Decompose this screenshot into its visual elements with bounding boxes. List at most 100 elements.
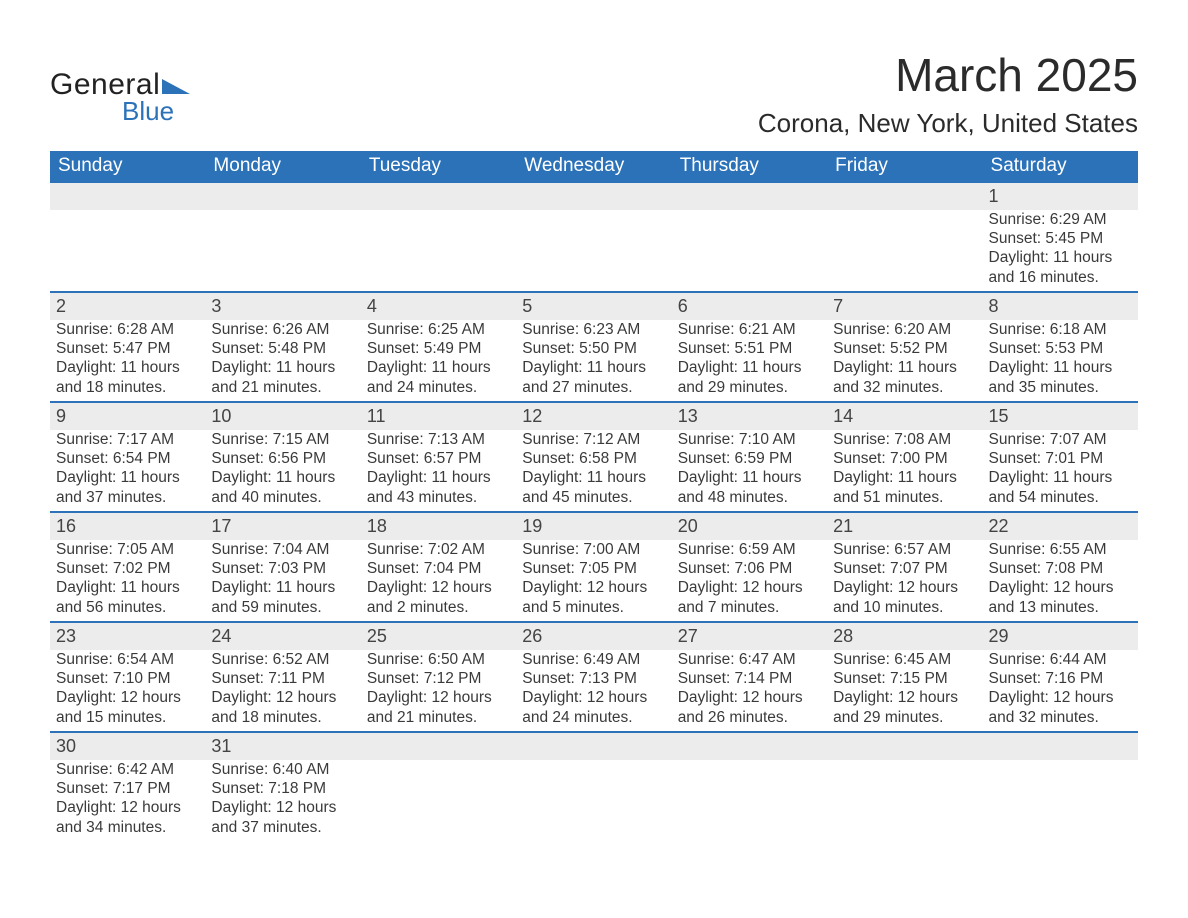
header: General Blue March 2025 Corona, New York…	[50, 48, 1138, 139]
daylight-line1: Daylight: 11 hours	[211, 358, 354, 377]
day-detail-row: Sunrise: 7:05 AMSunset: 7:02 PMDaylight:…	[50, 540, 1138, 623]
day-cell: Sunrise: 6:59 AMSunset: 7:06 PMDaylight:…	[672, 540, 827, 623]
day-cell: Sunrise: 6:47 AMSunset: 7:14 PMDaylight:…	[672, 650, 827, 733]
sunrise: Sunrise: 7:05 AM	[56, 540, 199, 559]
daylight-line1: Daylight: 11 hours	[678, 358, 821, 377]
daylight-line1: Daylight: 11 hours	[56, 578, 199, 597]
sunrise: Sunrise: 6:55 AM	[989, 540, 1132, 559]
day-cell	[827, 760, 982, 842]
day-number: 2	[50, 292, 205, 320]
day-detail-row: Sunrise: 6:29 AMSunset: 5:45 PMDaylight:…	[50, 210, 1138, 293]
sunset: Sunset: 5:45 PM	[989, 229, 1132, 248]
daylight-line2: and 43 minutes.	[367, 488, 510, 507]
daylight-line1: Daylight: 12 hours	[367, 578, 510, 597]
daylight-line2: and 56 minutes.	[56, 598, 199, 617]
sunrise: Sunrise: 6:59 AM	[678, 540, 821, 559]
day-header: Wednesday	[516, 151, 671, 183]
sunrise: Sunrise: 6:42 AM	[56, 760, 199, 779]
day-number: 19	[516, 512, 671, 540]
daylight-line2: and 21 minutes.	[211, 378, 354, 397]
daylight-line1: Daylight: 12 hours	[56, 798, 199, 817]
sunset: Sunset: 5:53 PM	[989, 339, 1132, 358]
daylight-line2: and 10 minutes.	[833, 598, 976, 617]
sunset: Sunset: 6:58 PM	[522, 449, 665, 468]
sunset: Sunset: 6:56 PM	[211, 449, 354, 468]
day-number-row: 23242526272829	[50, 622, 1138, 650]
sunrise: Sunrise: 7:00 AM	[522, 540, 665, 559]
sunset: Sunset: 5:52 PM	[833, 339, 976, 358]
daylight-line2: and 48 minutes.	[678, 488, 821, 507]
day-number-row: 1	[50, 183, 1138, 210]
sunset: Sunset: 7:02 PM	[56, 559, 199, 578]
day-number-row: 16171819202122	[50, 512, 1138, 540]
calendar-table: SundayMondayTuesdayWednesdayThursdayFrid…	[50, 151, 1138, 841]
sunrise: Sunrise: 6:50 AM	[367, 650, 510, 669]
day-cell: Sunrise: 7:15 AMSunset: 6:56 PMDaylight:…	[205, 430, 360, 513]
day-cell: Sunrise: 7:05 AMSunset: 7:02 PMDaylight:…	[50, 540, 205, 623]
daylight-line1: Daylight: 11 hours	[989, 468, 1132, 487]
day-number	[827, 732, 982, 760]
daylight-line1: Daylight: 12 hours	[833, 578, 976, 597]
sunrise: Sunrise: 6:45 AM	[833, 650, 976, 669]
day-cell: Sunrise: 6:44 AMSunset: 7:16 PMDaylight:…	[983, 650, 1138, 733]
sunrise: Sunrise: 6:23 AM	[522, 320, 665, 339]
day-number: 18	[361, 512, 516, 540]
day-number	[983, 732, 1138, 760]
daylight-line2: and 59 minutes.	[211, 598, 354, 617]
day-number-row: 9101112131415	[50, 402, 1138, 430]
sunset: Sunset: 7:18 PM	[211, 779, 354, 798]
sunrise: Sunrise: 7:02 AM	[367, 540, 510, 559]
daylight-line1: Daylight: 11 hours	[522, 468, 665, 487]
title-block: March 2025 Corona, New York, United Stat…	[758, 48, 1138, 139]
day-header: Monday	[205, 151, 360, 183]
sunset: Sunset: 7:00 PM	[833, 449, 976, 468]
sunrise: Sunrise: 7:13 AM	[367, 430, 510, 449]
day-number: 1	[983, 183, 1138, 210]
daylight-line2: and 24 minutes.	[367, 378, 510, 397]
day-number: 25	[361, 622, 516, 650]
day-number	[205, 183, 360, 210]
sunrise: Sunrise: 6:52 AM	[211, 650, 354, 669]
sunrise: Sunrise: 6:47 AM	[678, 650, 821, 669]
day-number: 7	[827, 292, 982, 320]
day-cell: Sunrise: 6:25 AMSunset: 5:49 PMDaylight:…	[361, 320, 516, 403]
sunset: Sunset: 5:51 PM	[678, 339, 821, 358]
daylight-line1: Daylight: 12 hours	[989, 688, 1132, 707]
month-title: March 2025	[758, 48, 1138, 102]
day-cell: Sunrise: 6:49 AMSunset: 7:13 PMDaylight:…	[516, 650, 671, 733]
day-number: 29	[983, 622, 1138, 650]
day-number: 31	[205, 732, 360, 760]
day-cell: Sunrise: 6:28 AMSunset: 5:47 PMDaylight:…	[50, 320, 205, 403]
day-number-row: 3031	[50, 732, 1138, 760]
day-number	[827, 183, 982, 210]
day-cell: Sunrise: 6:21 AMSunset: 5:51 PMDaylight:…	[672, 320, 827, 403]
sunset: Sunset: 5:49 PM	[367, 339, 510, 358]
day-cell: Sunrise: 7:10 AMSunset: 6:59 PMDaylight:…	[672, 430, 827, 513]
sunrise: Sunrise: 6:49 AM	[522, 650, 665, 669]
sunrise: Sunrise: 6:25 AM	[367, 320, 510, 339]
location: Corona, New York, United States	[758, 108, 1138, 139]
day-number	[516, 183, 671, 210]
daylight-line2: and 27 minutes.	[522, 378, 665, 397]
sunset: Sunset: 7:17 PM	[56, 779, 199, 798]
day-header: Sunday	[50, 151, 205, 183]
sunrise: Sunrise: 6:54 AM	[56, 650, 199, 669]
sunrise: Sunrise: 6:20 AM	[833, 320, 976, 339]
sunset: Sunset: 7:08 PM	[989, 559, 1132, 578]
sunrise: Sunrise: 7:15 AM	[211, 430, 354, 449]
sunrise: Sunrise: 6:40 AM	[211, 760, 354, 779]
day-number: 5	[516, 292, 671, 320]
day-number: 13	[672, 402, 827, 430]
daylight-line2: and 7 minutes.	[678, 598, 821, 617]
day-cell: Sunrise: 7:12 AMSunset: 6:58 PMDaylight:…	[516, 430, 671, 513]
daylight-line1: Daylight: 12 hours	[56, 688, 199, 707]
daylight-line1: Daylight: 11 hours	[833, 468, 976, 487]
daylight-line1: Daylight: 12 hours	[678, 688, 821, 707]
daylight-line2: and 29 minutes.	[833, 708, 976, 727]
daylight-line2: and 13 minutes.	[989, 598, 1132, 617]
sunrise: Sunrise: 7:10 AM	[678, 430, 821, 449]
sunset: Sunset: 7:04 PM	[367, 559, 510, 578]
day-number	[361, 183, 516, 210]
sunset: Sunset: 7:10 PM	[56, 669, 199, 688]
day-number: 9	[50, 402, 205, 430]
